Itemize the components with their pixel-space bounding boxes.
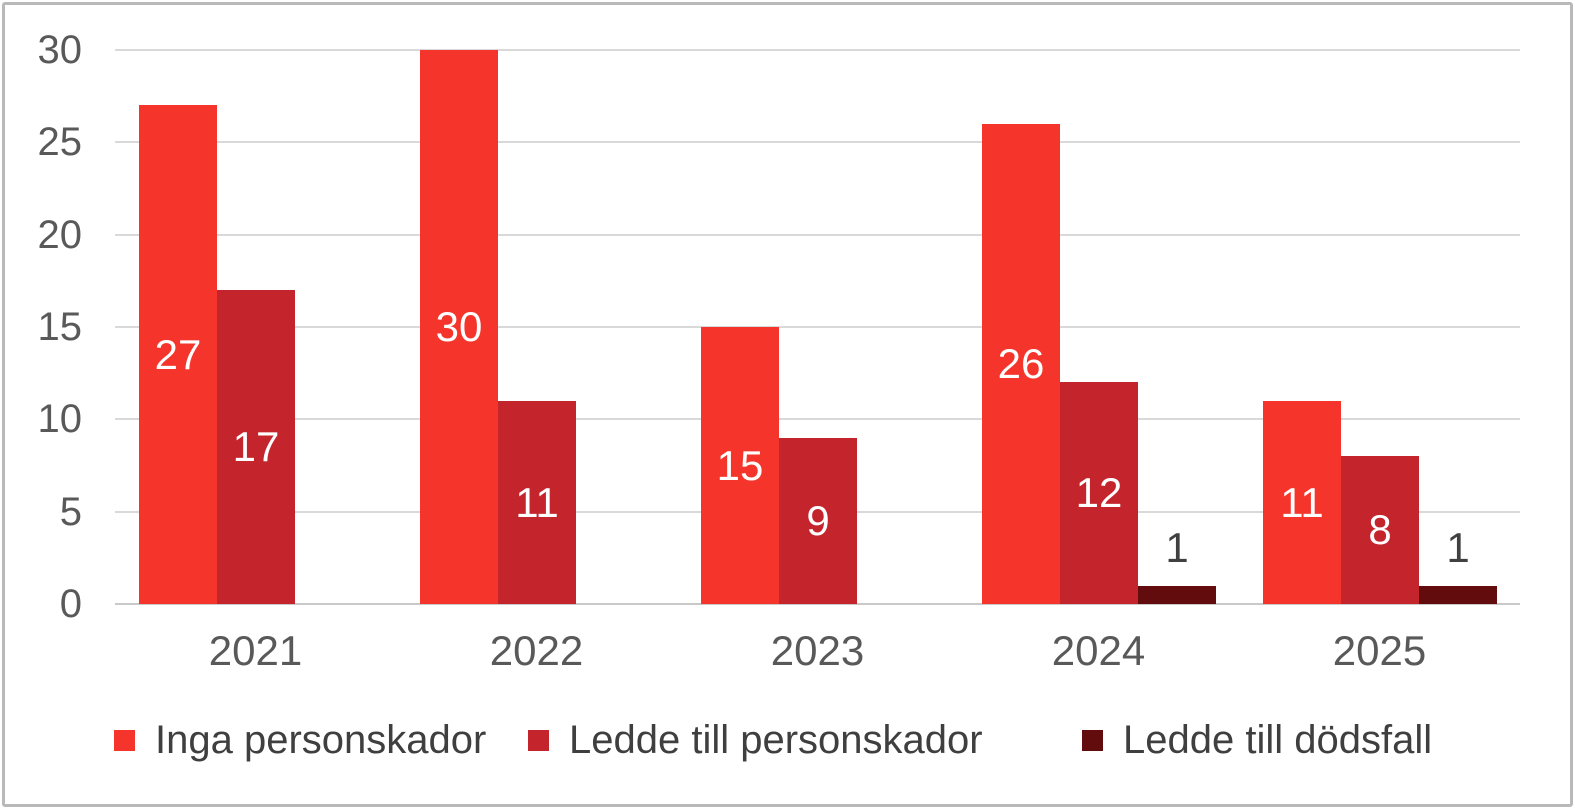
bar-2021-series1 (139, 105, 217, 604)
x-axis-baseline (115, 603, 1520, 605)
gridline (115, 233, 1520, 236)
legend-item-series3: Ledde till dödsfall (1082, 712, 1432, 768)
y-tick-label: 15 (37, 305, 83, 349)
legend-label: Inga personskador (155, 717, 487, 762)
legend-label: Ledde till dödsfall (1123, 717, 1433, 762)
gridline (115, 49, 1520, 51)
legend-swatch-icon (528, 729, 549, 751)
bar-2022-series2 (498, 401, 576, 604)
x-tick-label-2022: 2022 (489, 627, 584, 674)
bar-value-label: 11 (515, 478, 559, 526)
bar-2021-series2 (217, 290, 295, 604)
bar-2022-series1 (420, 50, 498, 604)
legend-label: Ledde till personskador (569, 717, 983, 762)
x-tick-label-2021: 2021 (208, 627, 303, 674)
bar-value-label: 12 (1075, 469, 1123, 516)
bar-value-label: 15 (716, 441, 764, 489)
legend-item-series1: Inga personskador (114, 712, 486, 768)
bar-value-label: 1 (1446, 524, 1470, 571)
bar-2024-series3 (1138, 586, 1216, 604)
y-tick-label: 30 (37, 28, 83, 72)
bar-value-label: 27 (154, 330, 202, 378)
x-tick-label-2023: 2023 (770, 627, 865, 674)
legend-swatch-icon (1082, 729, 1103, 751)
bar-2024-series1 (982, 124, 1060, 604)
bar-2025-series3 (1419, 586, 1497, 604)
bar-value-label: 9 (806, 497, 830, 544)
bar-value-label: 30 (435, 303, 483, 350)
x-tick-label-2024: 2024 (1051, 627, 1146, 674)
gridline (115, 326, 1520, 328)
gridline (115, 418, 1520, 421)
y-tick-label: 20 (37, 212, 83, 257)
bar-value-label: 8 (1368, 506, 1392, 553)
legend-item-series2: Ledde till personskador (528, 712, 983, 768)
bar-2025-series2 (1341, 456, 1419, 604)
y-tick-label: 5 (59, 489, 82, 534)
y-tick-label: 10 (37, 397, 83, 442)
bar-2025-series1 (1263, 401, 1341, 604)
bar-value-label: 1 (1165, 524, 1189, 571)
bar-value-label: 26 (997, 340, 1045, 387)
y-tick-label: 25 (37, 120, 83, 165)
y-tick-label: 0 (59, 582, 82, 626)
x-tick-label-2025: 2025 (1332, 627, 1427, 674)
gridline (115, 141, 1520, 144)
bar-2023-series2 (779, 438, 857, 604)
bar-2024-series2 (1060, 382, 1138, 604)
bar-2023-series1 (701, 327, 779, 604)
bar-value-label: 11 (1280, 478, 1324, 526)
legend-swatch-icon (114, 729, 135, 751)
bar-value-label: 17 (232, 423, 280, 470)
